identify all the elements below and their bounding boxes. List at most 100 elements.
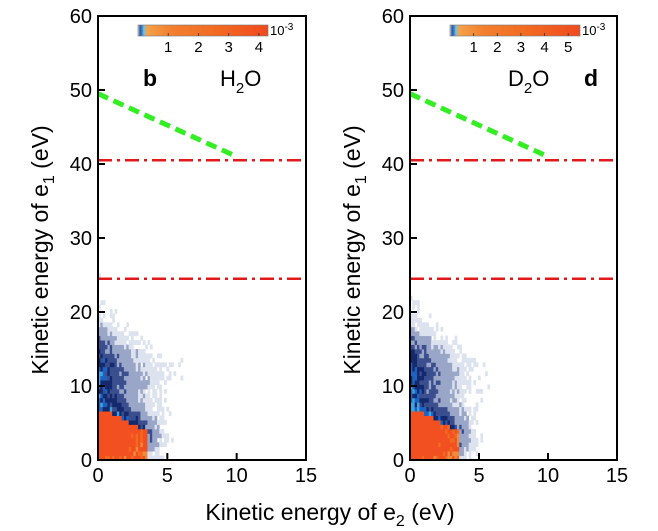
heatmap-cell bbox=[152, 371, 155, 377]
heatmap-cell bbox=[102, 433, 106, 439]
heatmap-cell bbox=[156, 406, 160, 412]
heatmap-cell bbox=[126, 366, 130, 372]
heatmap-cell bbox=[133, 402, 137, 408]
heatmap-cell bbox=[433, 331, 437, 337]
heatmap-cell bbox=[424, 362, 427, 368]
molecule-label: D2O bbox=[508, 66, 549, 97]
heatmap-cell bbox=[417, 397, 420, 403]
heatmap-cell bbox=[452, 397, 455, 403]
heatmap-cell bbox=[100, 344, 104, 350]
heatmap-cell bbox=[410, 362, 413, 368]
heatmap-cell bbox=[459, 420, 463, 425]
heatmap-cell bbox=[114, 371, 118, 377]
x-tick-label: 5 bbox=[162, 465, 173, 487]
heatmap-cell bbox=[454, 340, 458, 345]
heatmap-cell bbox=[447, 366, 451, 372]
heatmap-cell bbox=[105, 357, 108, 363]
heatmap-cell bbox=[105, 420, 108, 425]
heatmap-cell bbox=[424, 340, 427, 345]
heatmap-cell bbox=[445, 446, 448, 452]
heatmap-density bbox=[410, 295, 491, 461]
heatmap-cell bbox=[419, 433, 423, 439]
heatmap-cell bbox=[131, 451, 134, 456]
heatmap-cell bbox=[421, 335, 425, 341]
heatmap-cell bbox=[421, 340, 425, 345]
heatmap-cell bbox=[473, 446, 477, 452]
heatmap-cell bbox=[471, 366, 474, 372]
heatmap-cell bbox=[109, 366, 113, 372]
heatmap-cell bbox=[456, 393, 460, 399]
heatmap-cell bbox=[440, 406, 444, 412]
heatmap-cell bbox=[412, 437, 416, 443]
heatmap-cell bbox=[447, 455, 451, 461]
heatmap-cell bbox=[112, 388, 115, 394]
heatmap-cell bbox=[100, 424, 104, 430]
heatmap-cell bbox=[131, 406, 134, 412]
heatmap-cell bbox=[138, 393, 141, 399]
heatmap-cell bbox=[459, 415, 463, 421]
heatmap-cell bbox=[100, 380, 104, 385]
heatmap-cell bbox=[138, 357, 141, 363]
heatmap-cell bbox=[424, 393, 427, 399]
heatmap-cell bbox=[442, 433, 446, 439]
heatmap-cell bbox=[138, 362, 141, 368]
colorbar: 1 2 3 4 510-3 bbox=[449, 22, 606, 56]
heatmap-cell bbox=[154, 366, 158, 372]
heatmap-cell bbox=[431, 357, 434, 363]
heatmap-cell bbox=[98, 442, 101, 448]
heatmap-cell bbox=[433, 442, 437, 448]
heatmap-cell bbox=[98, 415, 101, 421]
heatmap-cell bbox=[149, 371, 153, 377]
heatmap-cell bbox=[147, 420, 151, 425]
heatmap-cell bbox=[114, 455, 118, 461]
heatmap-cell bbox=[107, 380, 111, 385]
heatmap-cell bbox=[440, 411, 444, 416]
heatmap-cell bbox=[156, 353, 160, 359]
heatmap-cell bbox=[114, 326, 118, 332]
heatmap-cell bbox=[459, 455, 463, 461]
heatmap-cell bbox=[440, 442, 444, 448]
heatmap-cell bbox=[449, 420, 453, 425]
heatmap-cell bbox=[412, 331, 416, 337]
heatmap-cell bbox=[102, 362, 106, 368]
heatmap-cell bbox=[421, 344, 425, 350]
heatmap-cell bbox=[135, 424, 139, 430]
heatmap-cell bbox=[466, 424, 470, 430]
heatmap-cell bbox=[116, 340, 120, 345]
heatmap-cell bbox=[471, 357, 474, 363]
heatmap-cell bbox=[421, 433, 425, 439]
heatmap-cell bbox=[142, 433, 146, 439]
heatmap-cell bbox=[424, 388, 427, 394]
heatmap-cell bbox=[114, 384, 118, 390]
heatmap-cell bbox=[424, 433, 427, 439]
heatmap-cell bbox=[445, 380, 448, 385]
heatmap-cell bbox=[145, 393, 148, 399]
heatmap-cell bbox=[107, 455, 111, 461]
heatmap-cell bbox=[461, 455, 465, 461]
heatmap-cell bbox=[421, 349, 425, 354]
heatmap-cell bbox=[119, 424, 122, 430]
heatmap-cell bbox=[433, 420, 437, 425]
heatmap-cell bbox=[98, 433, 101, 439]
heatmap-cell bbox=[135, 357, 139, 363]
heatmap-cell bbox=[421, 388, 425, 394]
heatmap-cell bbox=[154, 371, 158, 377]
heatmap-cell bbox=[410, 375, 413, 381]
heatmap-cell bbox=[116, 388, 120, 394]
heatmap-cell bbox=[431, 349, 434, 354]
heatmap-cell bbox=[461, 380, 465, 385]
heatmap-cell bbox=[147, 340, 151, 345]
heatmap-cell bbox=[414, 428, 418, 434]
heatmap-cell bbox=[456, 451, 460, 456]
heatmap-cell bbox=[123, 397, 127, 403]
heatmap-cell bbox=[414, 397, 418, 403]
heatmap-cell bbox=[168, 375, 172, 381]
heatmap-cell bbox=[102, 313, 106, 319]
heatmap-cell bbox=[417, 388, 420, 394]
heatmap-cell bbox=[128, 393, 132, 399]
heatmap-cell bbox=[168, 371, 172, 377]
heatmap-cell bbox=[419, 380, 423, 385]
heatmap-cell bbox=[152, 357, 155, 363]
heatmap-cell bbox=[461, 451, 465, 456]
heatmap-cell bbox=[116, 397, 120, 403]
